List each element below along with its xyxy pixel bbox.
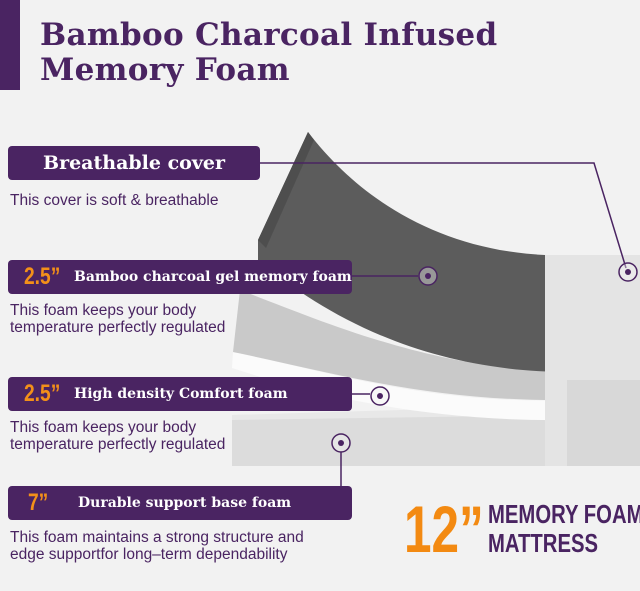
gel-memory-foam-layer <box>233 290 570 401</box>
mattress-type: MEMORY FOAM MATTRESS <box>488 500 640 558</box>
description-line: temperature perfectly regulated <box>10 319 226 336</box>
leader-lines <box>260 162 627 486</box>
base-foam-layer <box>232 410 640 466</box>
mattress-type-line-1: MEMORY FOAM <box>488 499 640 529</box>
cover-edge <box>258 132 314 248</box>
layer-label: High density Comfort foam <box>74 386 288 402</box>
mattress-side-knit <box>567 380 640 466</box>
layer-label-breathable-cover: Breathable cover <box>8 146 260 180</box>
description-line: This cover is soft & breathable <box>10 192 219 209</box>
layer-label-base-foam: 7” Durable support base foam <box>8 486 352 520</box>
description-line: This foam maintains a strong structure a… <box>10 529 304 546</box>
breathable-cover-layer <box>258 132 570 372</box>
layer-label: Bamboo charcoal gel memory foam <box>74 269 352 285</box>
layer-label: Durable support base foam <box>78 495 292 511</box>
layer-label-gel-memory-foam: 2.5” Bamboo charcoal gel memory foam <box>8 260 352 294</box>
layer-description: This cover is soft & breathable <box>10 192 219 209</box>
description-line: This foam keeps your body <box>10 302 197 319</box>
description-line: edge supportfor long–term dependability <box>10 546 288 563</box>
mattress-type-line-2: MATTRESS <box>488 528 599 558</box>
layer-thickness: 7” <box>28 489 49 516</box>
layer-description: This foam keeps your body temperature per… <box>10 302 225 336</box>
mattress-size: 12” <box>404 492 484 566</box>
description-line: temperature perfectly regulated <box>10 436 226 453</box>
comfort-foam-layer <box>232 352 570 421</box>
description-line: This foam keeps your body <box>10 419 197 436</box>
layer-label-comfort-foam: 2.5” High density Comfort foam <box>8 377 352 411</box>
layer-thickness: 2.5” <box>24 263 61 290</box>
title-accent-bar <box>0 0 20 90</box>
title-line-2: Memory Foam <box>40 52 290 88</box>
layer-thickness: 2.5” <box>24 380 61 407</box>
layer-label: Breathable cover <box>43 152 225 174</box>
page-title: Bamboo Charcoal Infused Memory Foam <box>40 18 497 88</box>
layer-description: This foam keeps your body temperature per… <box>10 419 225 453</box>
title-line-1: Bamboo Charcoal Infused <box>40 17 498 53</box>
layer-description: This foam maintains a strong structure a… <box>10 529 304 563</box>
